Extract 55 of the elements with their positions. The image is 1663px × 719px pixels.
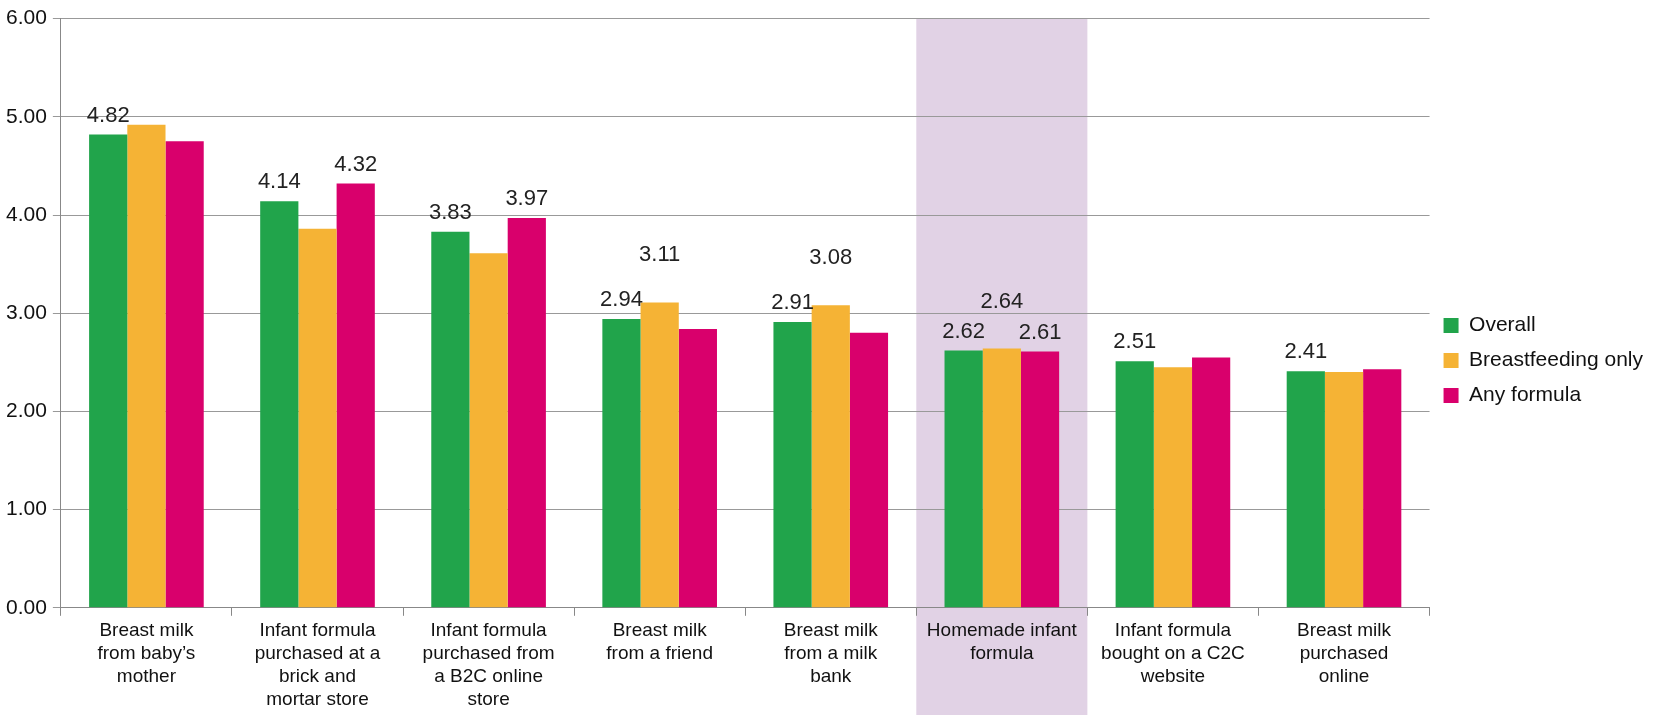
y-tick-label: 3.00 xyxy=(6,300,47,323)
data-label: 2.94 xyxy=(600,286,643,312)
data-label: 3.83 xyxy=(428,198,472,224)
y-tick-label: 1.00 xyxy=(6,496,47,520)
bar xyxy=(469,253,508,608)
bar xyxy=(336,183,375,608)
bar xyxy=(298,228,337,608)
data-label: 2.41 xyxy=(1284,338,1328,364)
bar xyxy=(89,134,128,608)
x-tick-label: Infant formula purchased at a brick and mortar store xyxy=(254,619,381,709)
y-tick-label: 6.00 xyxy=(6,5,47,29)
bar xyxy=(1324,372,1364,608)
bar xyxy=(431,231,470,608)
bar xyxy=(811,305,850,608)
bar xyxy=(773,322,812,608)
y-tick-label: 2.00 xyxy=(6,398,47,422)
x-tick-label: Homemade infant formula xyxy=(926,619,1078,664)
bar xyxy=(849,332,889,608)
bar xyxy=(982,348,1021,608)
x-tick-label: Breast milk from baby’s mother xyxy=(97,619,196,687)
bar xyxy=(944,350,983,608)
data-label: 2.62 xyxy=(942,317,986,343)
data-label: 2.61 xyxy=(1018,318,1062,344)
data-label: 3.08 xyxy=(809,244,853,270)
bar xyxy=(127,124,166,608)
bar xyxy=(1286,371,1325,608)
bar xyxy=(1363,369,1402,608)
bar xyxy=(678,328,717,608)
x-tick-label: Infant formula purchased from a B2C online store xyxy=(422,619,555,709)
data-label: 4.32 xyxy=(334,150,378,176)
x-tick-label: Infant formula bought on a C2C website xyxy=(1101,619,1245,687)
x-tick-label: Breast milk from a milk bank xyxy=(783,619,879,687)
bar xyxy=(1192,357,1231,608)
bar xyxy=(1020,351,1060,608)
bar xyxy=(1115,361,1154,608)
bar xyxy=(1153,367,1193,608)
data-label: 3.97 xyxy=(505,185,549,211)
x-tick-label: Breast milk purchased online xyxy=(1297,619,1392,687)
x-tick-label: Breast milk from a friend xyxy=(606,619,713,664)
data-label: 4.82 xyxy=(86,101,130,127)
y-tick-label: 5.00 xyxy=(6,103,47,127)
y-tick-label: 4.00 xyxy=(6,201,47,225)
data-label: 3.11 xyxy=(639,241,681,267)
legend-label: Overall xyxy=(1469,312,1536,336)
bar xyxy=(507,217,546,608)
legend-label: Breastfeeding only xyxy=(1469,347,1644,371)
data-label: 4.14 xyxy=(257,168,301,194)
legend-label: Any formula xyxy=(1469,382,1582,406)
data-label: 2.91 xyxy=(771,289,814,315)
bar xyxy=(602,319,641,608)
bar xyxy=(165,141,204,608)
bar xyxy=(260,201,299,608)
data-label: 2.51 xyxy=(1113,328,1157,354)
y-tick-label: 0.00 xyxy=(6,594,47,618)
data-label: 2.64 xyxy=(980,287,1024,313)
